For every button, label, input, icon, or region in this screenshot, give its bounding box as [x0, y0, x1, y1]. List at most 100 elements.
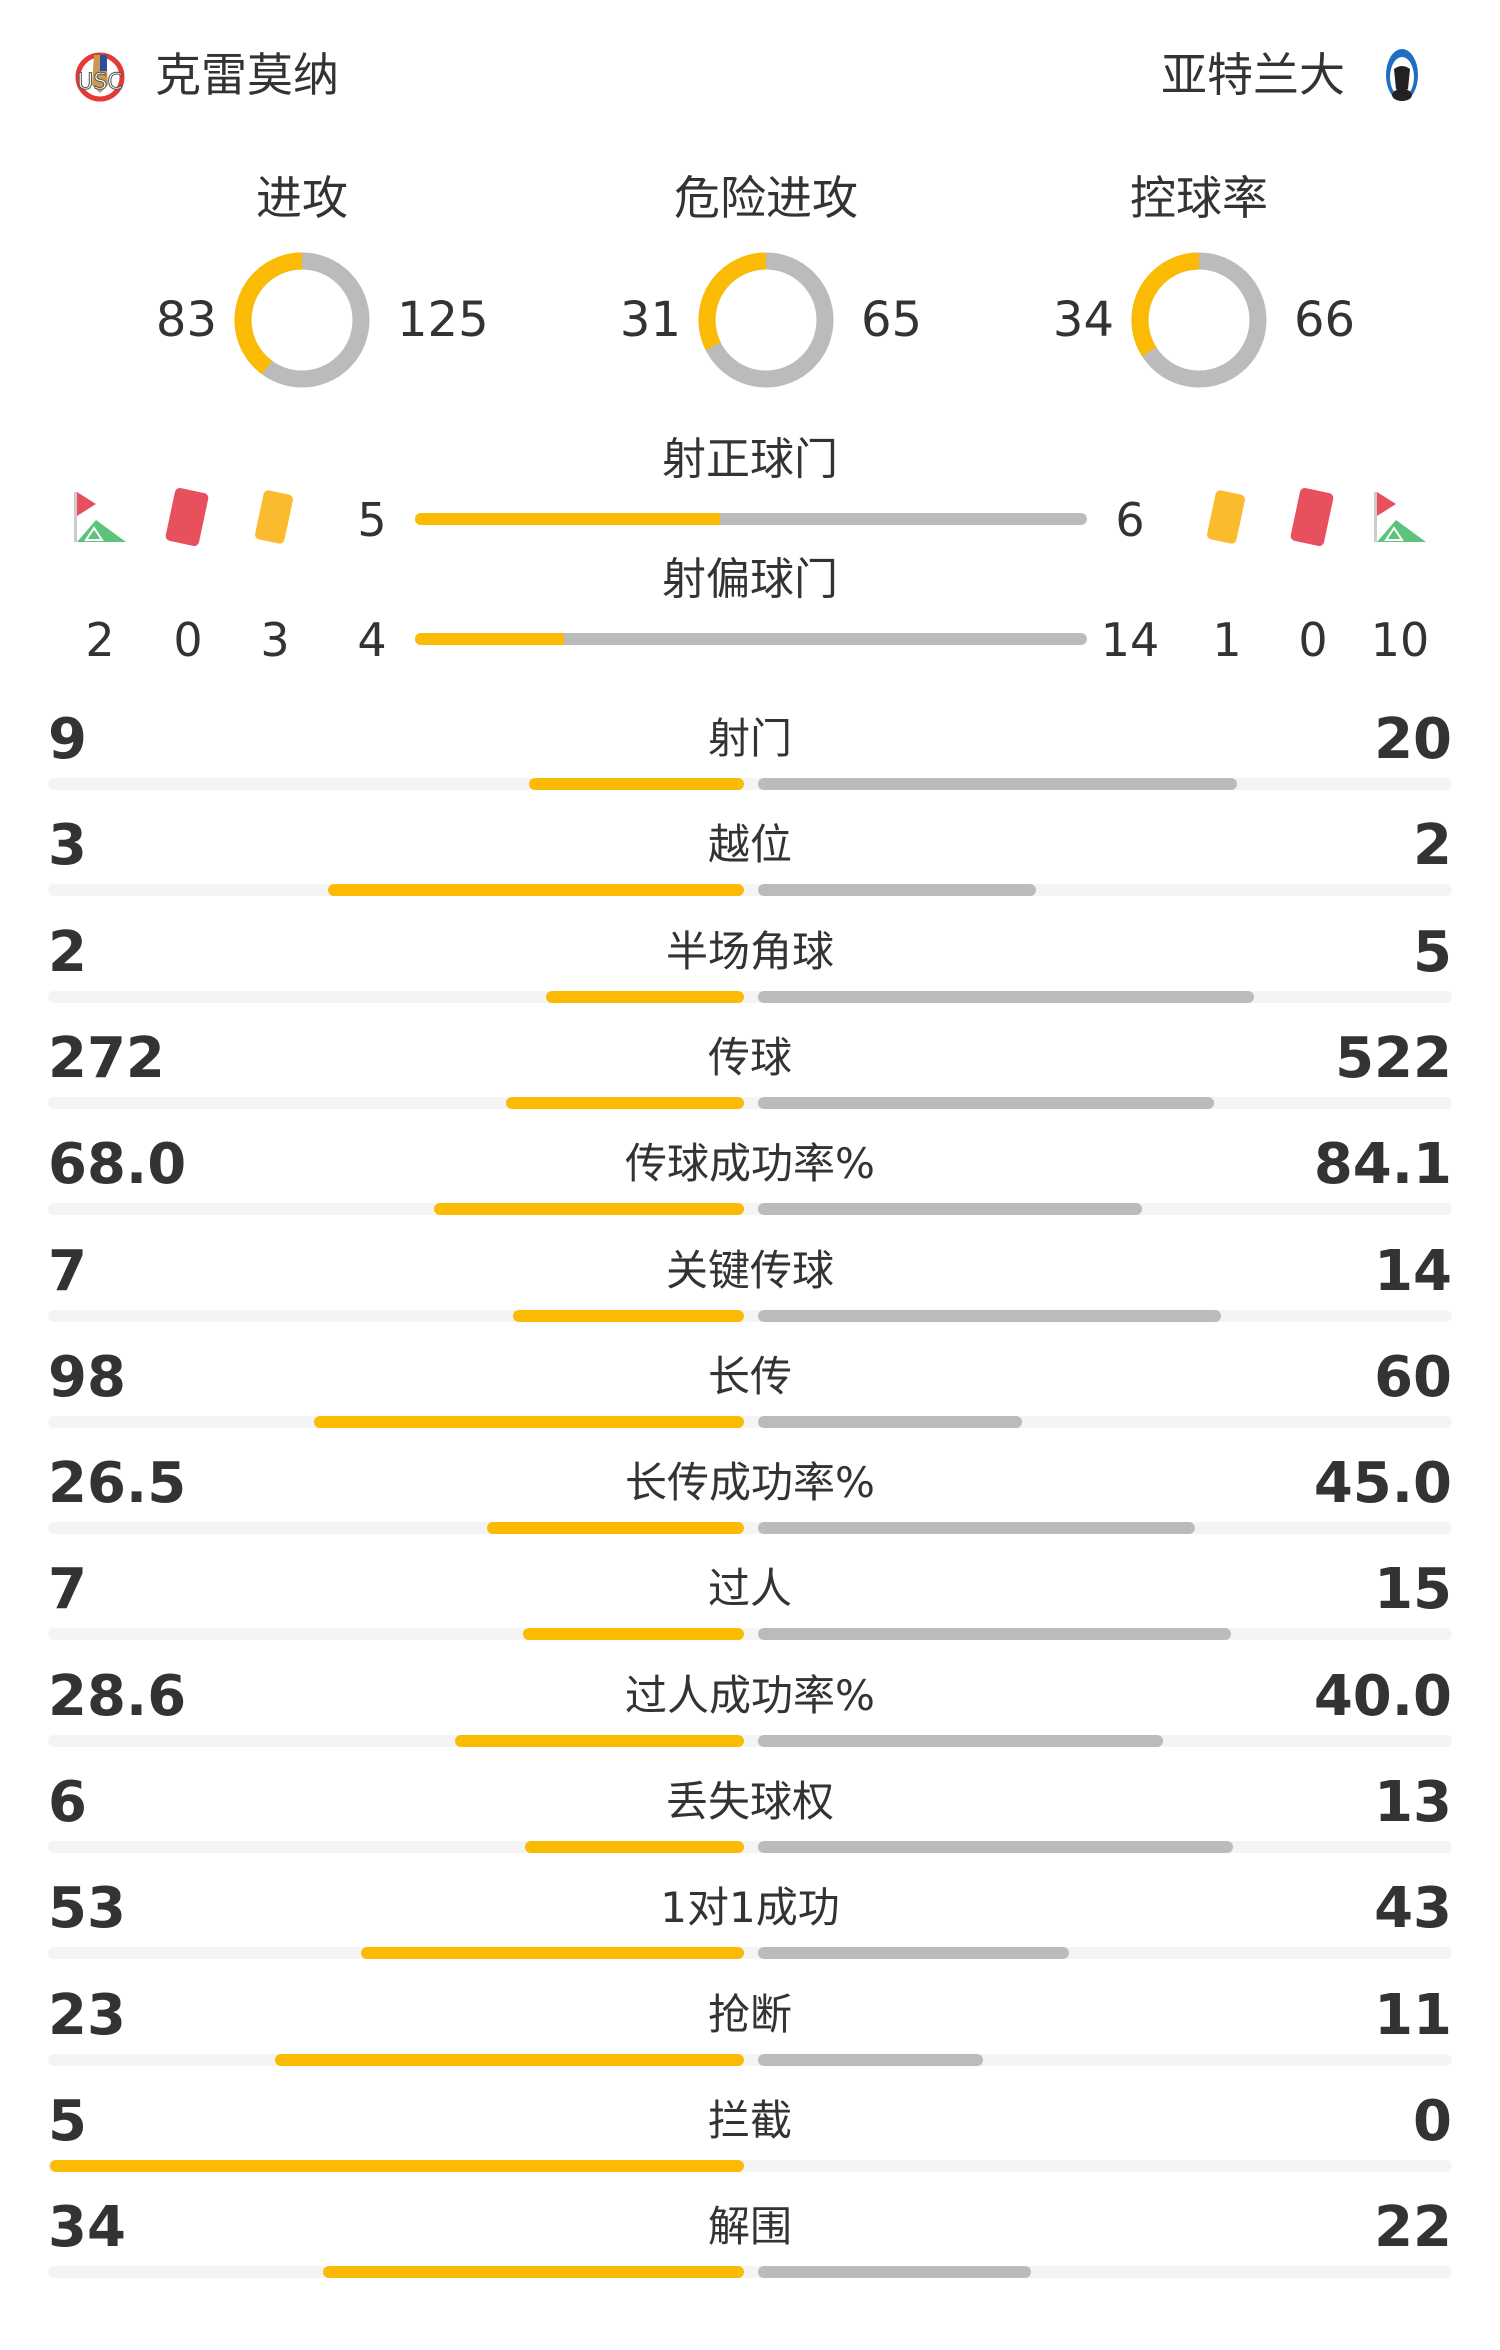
- yellow-card-icon: [247, 486, 303, 550]
- stat-bar-track: [48, 1415, 1452, 1428]
- stat-away-value: 45.0: [1313, 1451, 1452, 1517]
- donut-chart: [696, 250, 836, 394]
- stat-home-value: 7: [48, 1557, 87, 1623]
- stat-bar-track: [48, 2266, 1452, 2279]
- stat-label: 长传成功率%: [625, 1458, 875, 1508]
- donut-chart: [232, 250, 372, 394]
- stat-row: 272 传球 522: [0, 1024, 1500, 1130]
- stat-home-value: 272: [48, 1025, 165, 1091]
- stat-home-value: 9: [48, 707, 87, 772]
- stat-away-bar: [758, 2266, 1031, 2279]
- corner-flag-icon: [72, 488, 128, 552]
- stat-row: 5 拦截 0: [0, 2087, 1500, 2193]
- stat-away-value: 15: [1374, 1557, 1452, 1623]
- yellow-card-icon: [1199, 486, 1255, 550]
- stat-away-bar: [758, 1947, 1069, 1960]
- stat-row: 34 解围 22: [0, 2193, 1500, 2299]
- stat-home-value: 98: [48, 1344, 126, 1410]
- stat-home-bar: [528, 778, 744, 790]
- stat-home-bar: [512, 1309, 744, 1322]
- stat-away-value: 40.0: [1313, 1663, 1452, 1729]
- svg-text:USC: USC: [77, 70, 122, 95]
- away-corners: 10: [1370, 613, 1430, 667]
- stat-away-bar: [758, 1734, 1163, 1747]
- stat-home-bar: [433, 1203, 744, 1216]
- home-team-name: 克雷莫纳: [155, 48, 339, 102]
- stat-away-value: 60: [1374, 1344, 1452, 1410]
- stat-away-bar: [758, 1203, 1142, 1216]
- stat-row: 7 关键传球 14: [0, 1237, 1500, 1343]
- stat-bar-track: [48, 1309, 1452, 1322]
- stat-row: 26.5 长传成功率% 45.0: [0, 1449, 1500, 1555]
- shots-on-target-label: 射正球门: [662, 434, 838, 485]
- stat-bar-track: [48, 1841, 1452, 1853]
- away-shots-on-target: 6: [1115, 493, 1145, 547]
- stat-away-value: 13: [1374, 1770, 1452, 1835]
- stat-away-value: 0: [1413, 2088, 1452, 2154]
- shots-off-target-home-fill: [415, 633, 565, 645]
- stat-bar-track: [48, 1522, 1452, 1535]
- away-yellow-cards: 1: [1212, 613, 1242, 667]
- stat-row: 28.6 过人成功率% 40.0: [0, 1662, 1500, 1768]
- stat-label: 越位: [707, 820, 792, 870]
- stat-away-value: 2: [1413, 813, 1452, 879]
- stat-away-value: 43: [1374, 1876, 1452, 1942]
- stat-home-bar: [327, 884, 744, 897]
- stat-bar-track: [48, 1096, 1452, 1109]
- stat-home-value: 3: [48, 813, 87, 879]
- donut-chart: [1129, 250, 1269, 394]
- corner-flag-icon: [1372, 488, 1428, 552]
- stat-label: 抢断: [707, 1989, 792, 2039]
- stat-home-value: 26.5: [48, 1451, 187, 1517]
- stat-row: 6 丢失球权 13: [0, 1768, 1500, 1874]
- stat-away-value: 5: [1413, 919, 1452, 985]
- donut-home-arc: [234, 252, 370, 388]
- stat-away-bar: [758, 1522, 1195, 1535]
- stat-home-bar: [274, 2053, 744, 2066]
- donut-away-value: 66: [1294, 292, 1356, 348]
- stat-label: 射门: [707, 714, 792, 763]
- stat-home-bar: [454, 1734, 744, 1747]
- stat-home-bar: [486, 1522, 744, 1535]
- away-team-name: 亚特兰大: [1161, 48, 1345, 102]
- red-card-icon: [1285, 486, 1341, 550]
- stat-label: 拦截: [707, 2095, 792, 2145]
- donut-title: 危险进攻: [674, 171, 858, 225]
- stat-away-bar: [758, 2053, 983, 2066]
- stat-away-value: 11: [1374, 1982, 1452, 2048]
- stat-home-value: 2: [48, 919, 87, 985]
- stat-home-value: 53: [48, 1876, 126, 1942]
- stat-row: 98 长传 60: [0, 1343, 1500, 1449]
- stat-home-value: 6: [48, 1770, 87, 1835]
- stat-home-value: 5: [48, 2088, 87, 2154]
- stat-bar-track: [48, 884, 1452, 897]
- stat-label: 丢失球权: [665, 1777, 834, 1826]
- donut-home-arc: [1131, 252, 1267, 388]
- away-shots-off-target: 14: [1100, 613, 1160, 667]
- stat-away-bar: [758, 1309, 1221, 1322]
- stat-label: 传球: [707, 1032, 792, 1082]
- stat-away-value: 84.1: [1313, 1132, 1452, 1198]
- home-corners: 2: [85, 613, 115, 667]
- home-red-cards: 0: [173, 613, 203, 667]
- stat-row: 68.0 传球成功率% 84.1: [0, 1130, 1500, 1236]
- stat-label: 过人: [707, 1564, 792, 1614]
- stat-away-bar: [758, 990, 1254, 1003]
- shots-on-target-home-fill: [415, 513, 721, 525]
- stat-away-value: 522: [1335, 1025, 1452, 1091]
- stat-away-value: 22: [1374, 2195, 1452, 2261]
- stat-away-bar: [758, 1096, 1215, 1109]
- stat-home-bar: [50, 2159, 744, 2172]
- stat-row: 2 半场角球 5: [0, 918, 1500, 1024]
- stat-home-value: 28.6: [48, 1663, 187, 1729]
- away-red-cards: 0: [1298, 613, 1328, 667]
- stat-bar-track: [48, 1734, 1452, 1747]
- home-shots-on-target: 5: [357, 493, 387, 547]
- donut-home-value: 83: [155, 292, 217, 348]
- stat-bar-track: [48, 1628, 1452, 1641]
- shots-off-target-label: 射偏球门: [662, 554, 838, 605]
- donut-home-arc: [698, 252, 834, 388]
- stat-label: 解围: [707, 2202, 792, 2252]
- stat-home-value: 68.0: [48, 1132, 187, 1198]
- stat-row: 3 越位 2: [0, 811, 1500, 917]
